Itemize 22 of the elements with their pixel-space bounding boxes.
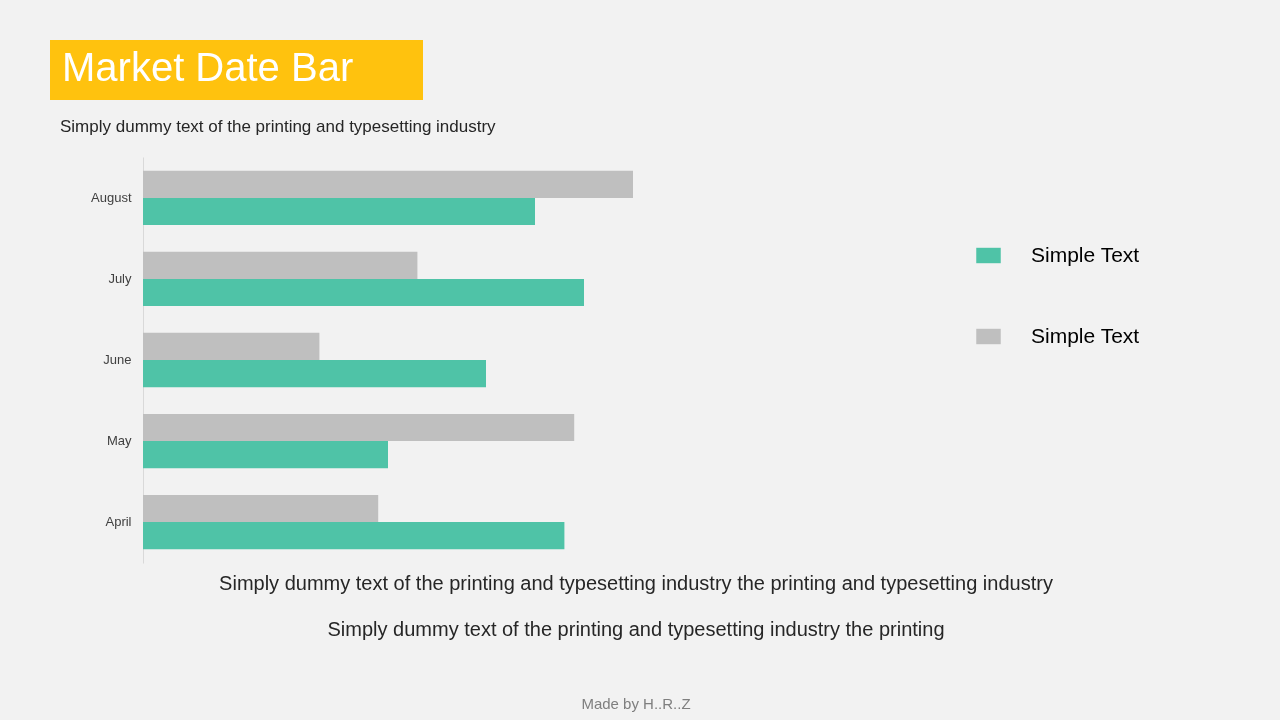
text: Simply dummy text of the printing and typesetting industry the printing (327, 618, 945, 640)
bar (143, 522, 565, 550)
bar (143, 441, 388, 469)
y-tick-label: April (105, 514, 132, 530)
bar (143, 197, 535, 226)
chart-subtitle: Simply dummy text of the printing and typesetting industry (60, 117, 497, 136)
legend-label: Simple Text (1031, 242, 1140, 266)
bar (143, 278, 584, 307)
y-tick-label: June (103, 352, 132, 367)
bar (143, 494, 379, 523)
text: Made by H..R..Z (581, 695, 691, 712)
bar (143, 360, 486, 388)
y-tick-label: May (106, 433, 132, 449)
bar (143, 170, 633, 198)
chart-title: Market Date Bar (62, 45, 354, 89)
bar (143, 413, 575, 442)
bar (143, 251, 418, 279)
y-tick-label: July (108, 270, 132, 286)
y-tick-label: August (91, 189, 132, 205)
text: Simply dummy text of the printing and typesetting industry the printing and typesetting industry (219, 572, 1053, 594)
bar (143, 332, 320, 360)
legend-label: Simple Text (1031, 323, 1140, 347)
